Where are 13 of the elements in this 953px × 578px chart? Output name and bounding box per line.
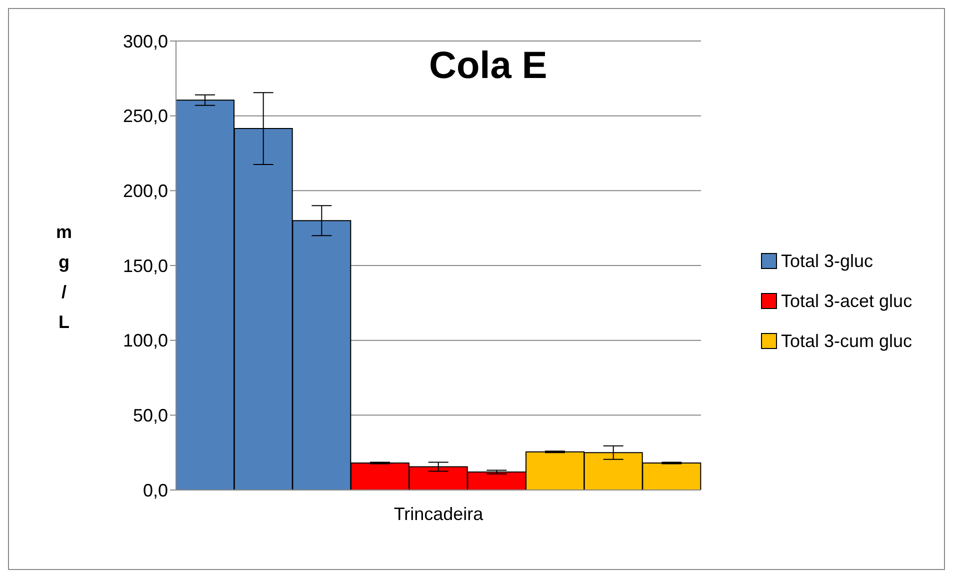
y-tick-label: 0,0 <box>142 480 168 500</box>
y-tick-label: 200,0 <box>122 181 168 202</box>
legend-label: Total 3-gluc <box>781 250 874 272</box>
y-tick-label: 150,0 <box>122 256 168 276</box>
y-tick-label: 100,0 <box>122 330 168 351</box>
y-tick-label: 250,0 <box>122 106 168 126</box>
y-tick-label: 300,0 <box>122 31 168 52</box>
legend-label: Total 3-cum gluc <box>781 330 912 352</box>
legend-label: Total 3-acet gluc <box>781 290 912 312</box>
chart-title: Cola E <box>429 45 548 88</box>
y-tick-label: 50,0 <box>132 406 168 426</box>
y-axis-title: mg/L <box>54 221 73 334</box>
x-axis-title: Trincadeira <box>394 504 484 524</box>
